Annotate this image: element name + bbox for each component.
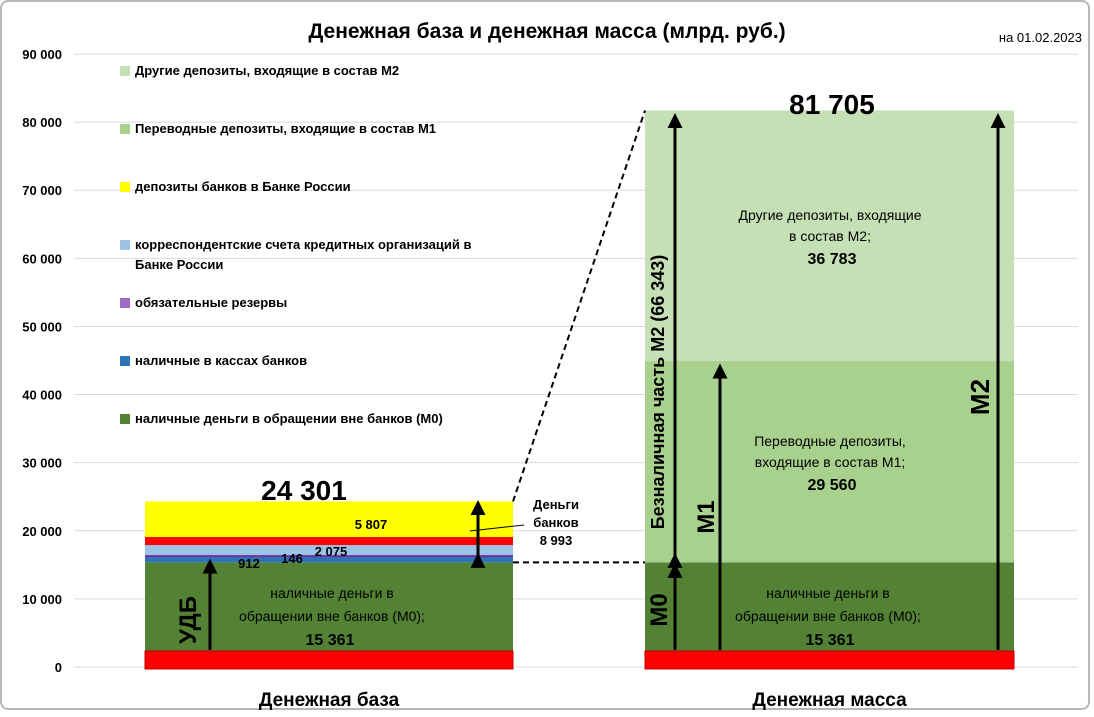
m0-base-value: 15 361	[306, 632, 355, 649]
total-base: 24 301	[261, 475, 347, 506]
separator-strip	[145, 537, 513, 546]
y-tick-label: 60 000	[22, 251, 62, 266]
base-strip	[144, 650, 514, 670]
chart-title: Денежная база и денежная масса (млрд. ру…	[308, 20, 785, 43]
arrows	[202, 110, 1006, 650]
transfer-label: Переводные депозиты, входящие в состав М1…	[754, 433, 906, 470]
bank-money-label: Деньги банков 8 993	[533, 497, 579, 548]
connector-top	[512, 110, 646, 502]
transfer-value: 29 560	[808, 477, 857, 494]
category-label: Денежная масса	[752, 690, 907, 711]
y-tick-label: 50 000	[22, 319, 62, 334]
category-label: Денежная база	[259, 690, 400, 711]
bar-segment	[145, 501, 513, 542]
bar-segment	[645, 361, 1014, 563]
legend: Другие депозиты, входящие в состав М2 Пер…	[120, 63, 471, 426]
udb-label: УДБ	[175, 596, 202, 644]
total-mass: 81 705	[789, 89, 875, 120]
legend-swatch	[120, 298, 130, 308]
bar-segment	[645, 562, 1014, 667]
m0-label: М0	[646, 593, 673, 626]
deposits-value: 5 807	[355, 517, 388, 532]
reserves-value: 146	[281, 551, 303, 566]
bar-segment	[145, 562, 513, 667]
m0-base-label: наличные деньги в обращении вне банков (М…	[239, 585, 425, 624]
legend-swatch	[120, 66, 130, 76]
y-tick-label: 10 000	[22, 592, 62, 607]
m0-mass-value: 15 361	[806, 632, 855, 649]
y-tick-label: 90 000	[22, 47, 62, 62]
legend-label: обязательные резервы	[135, 295, 287, 310]
legend-label: Переводные депозиты, входящие в состав М…	[135, 121, 436, 136]
m2-label: М2	[965, 379, 995, 415]
other-value: 36 783	[808, 251, 857, 268]
legend-label: корреспондентские счета кредитных органи…	[135, 237, 471, 272]
cash-banks-value: 912	[238, 556, 260, 571]
legend-label: наличные в кассах банков	[135, 353, 307, 368]
corr-value: 2 075	[315, 544, 348, 559]
y-axis: 0 10 000 20 000 30 000 40 000 50 000 60 000 70 …	[22, 47, 62, 675]
legend-label: Другие депозиты, входящие в состав М2	[135, 63, 399, 78]
y-tick-label: 80 000	[22, 115, 62, 130]
other-label: Другие депозиты, входящие в состав М2;	[738, 207, 921, 244]
y-tick-label: 40 000	[22, 388, 62, 403]
legend-label: депозиты банков в Банке России	[135, 179, 351, 194]
y-tick-label: 20 000	[22, 524, 62, 539]
date-note: на 01.02.2023	[999, 30, 1082, 45]
m0-mass-label: наличные деньги в обращении вне банков (М…	[735, 585, 921, 624]
legend-label: наличные деньги в обращении вне банков (…	[135, 411, 443, 426]
bank-money-pointer	[469, 524, 525, 532]
y-tick-label: 0	[55, 660, 62, 675]
legend-swatch	[120, 356, 130, 366]
y-tick-label: 30 000	[22, 456, 62, 471]
bar-segment	[645, 110, 1014, 362]
m1-label: М1	[693, 500, 720, 533]
legend-swatch	[120, 240, 130, 250]
bar-segment	[145, 556, 513, 563]
labels: 24 301 81 705 наличные деньги в обращении в…	[175, 89, 995, 649]
bars: Денежная база Денежная масса	[144, 110, 1015, 711]
base-strip	[644, 650, 1015, 670]
legend-swatch	[120, 124, 130, 134]
legend-swatch	[120, 182, 130, 192]
y-tick-label: 70 000	[22, 183, 62, 198]
noncash-label: Безналичная часть М2 (66 343)	[648, 255, 668, 530]
legend-swatch	[120, 414, 130, 424]
